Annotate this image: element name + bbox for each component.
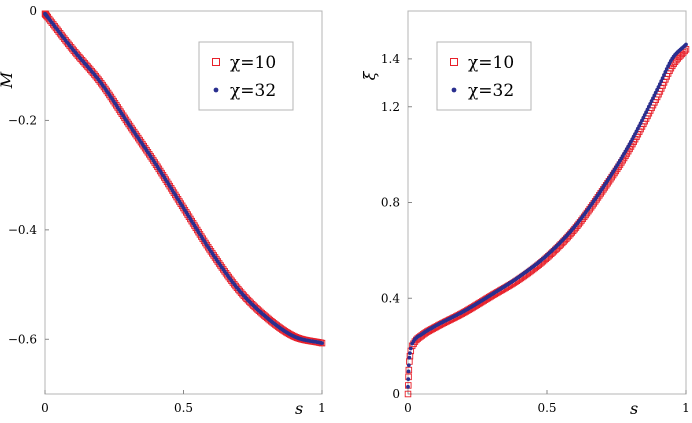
legend: χ=10 χ=32 [436,41,532,111]
x-axis-label: s [295,399,303,418]
left-panel: 0 0.5 1 0 −0.2 −0.4 −0.6 s Mχ=10 χ=32 [0,4,326,418]
legend-label: χ=10 [468,53,514,73]
y-axis-label: ξ [360,70,379,80]
y-tick-label: −0.2 [8,113,37,127]
x-tick-label: 0.5 [174,401,193,415]
y-tick-label: −0.4 [8,223,38,237]
data-point-dot [652,93,657,98]
data-point-dot [684,42,688,47]
legend-marker-dot [213,87,219,93]
legend-label: χ=10 [230,53,276,73]
y-tick-label: 0.8 [381,196,400,210]
x-tick-label: 0 [41,401,49,415]
data-point-dot [407,355,412,360]
legend-label: χ=32 [230,81,276,101]
data-point-dot [662,73,666,77]
legend-marker-square [450,58,458,66]
data-point-dot [660,76,665,80]
legend-box [198,41,294,111]
legend: χ=10 χ=32 [198,41,294,111]
data-point-dot [656,85,661,89]
right-panel: 0 0.5 1 0 0.4 0.8 1.2 1.4 s ξ χ=10 χ=32 [360,10,690,418]
y-axis-label: M [0,71,16,89]
y-tick-label: 0.4 [381,291,400,305]
series-chi32 [406,42,688,389]
data-point-dot [408,346,413,351]
data-point-dot [408,351,412,356]
x-axis-label: s [630,399,638,418]
legend-marker-square [212,58,220,66]
x-tick-label: 0.5 [537,401,556,415]
data-point-dot [320,341,324,346]
series-chi32 [43,11,324,346]
data-point-dot [664,67,669,71]
legend-box [436,41,532,111]
data-point-dot [406,384,410,389]
y-tick-label: 0 [392,387,400,401]
data-point-dot [659,79,664,84]
x-tick-label: 1 [318,401,326,415]
y-tick-label: −0.6 [8,332,37,346]
data-point-dot [406,377,411,382]
x-tick-label: 1 [682,401,690,415]
data-point-dot [651,96,655,101]
data-point-square [404,390,412,398]
data-point-dot [649,99,654,103]
data-point-dot [663,70,668,74]
data-point-dot [646,104,651,109]
data-point-dot [406,363,411,368]
data-point-dot [648,101,653,106]
data-point-dot [657,82,662,87]
data-point-dot [406,369,411,374]
y-tick-label: 1.2 [381,100,400,114]
legend-label: χ=32 [468,81,514,101]
legend-marker-dot [451,87,457,93]
x-tick-label: 0 [404,401,412,415]
y-tick-label: 0 [29,4,37,18]
y-tick-label: 1.4 [381,52,400,66]
